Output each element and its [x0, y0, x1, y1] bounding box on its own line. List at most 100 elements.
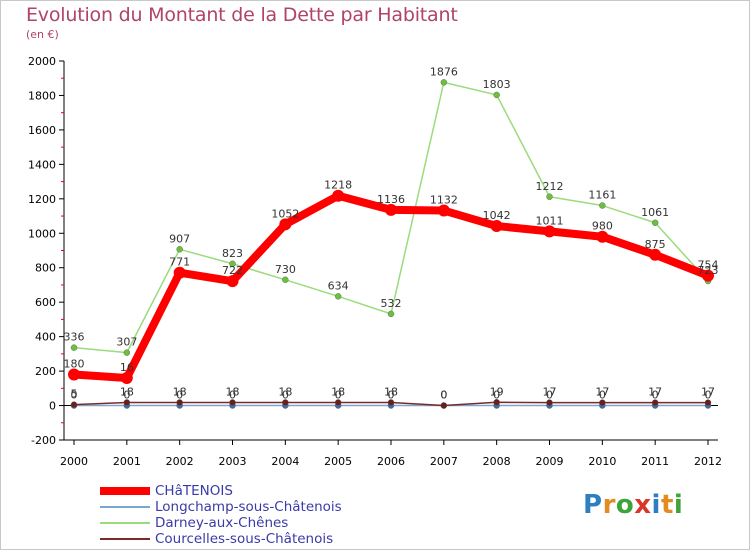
data-label: 16: [120, 361, 134, 374]
data-label: 180: [64, 358, 85, 371]
legend-label: Longchamp-sous-Châtenois: [155, 499, 342, 515]
legend-item: Courcelles-sous-Châtenois: [100, 531, 342, 547]
data-label: 823: [222, 247, 243, 260]
legend-item: CHâTENOIS: [100, 483, 342, 499]
data-point: [490, 220, 503, 233]
legend-swatch: [100, 538, 150, 540]
data-label: 723: [698, 264, 719, 277]
data-label: 532: [381, 297, 402, 310]
logo-letter: i: [673, 490, 684, 520]
data-point: [123, 349, 131, 356]
data-label: 0: [71, 389, 78, 402]
data-point: [176, 399, 183, 406]
legend-label: Courcelles-sous-Châtenois: [155, 531, 334, 547]
legend: CHâTENOIS Longchamp-sous-Châtenois Darney-…: [100, 483, 342, 547]
data-point: [229, 399, 236, 406]
data-label: 0: [440, 389, 447, 402]
logo-letter: x: [634, 490, 652, 520]
data-label: 0: [388, 389, 395, 402]
data-label: 0: [282, 389, 289, 402]
x-tick-label: 2008: [483, 455, 511, 468]
data-point: [334, 293, 342, 300]
series-line: [70, 191, 712, 382]
y-tick-label: 1200: [28, 193, 56, 206]
data-point: [387, 310, 395, 318]
x-tick-label: 2009: [536, 455, 564, 468]
x-tick-label: 2012: [694, 455, 722, 468]
data-label: 0: [546, 389, 553, 402]
data-label: 18: [173, 385, 187, 398]
data-label: 1876: [430, 65, 458, 78]
logo-letter: t: [660, 490, 674, 520]
legend-label: Darney-aux-Chênes: [155, 515, 289, 531]
logo-letter: r: [602, 490, 616, 520]
legend-swatch: [100, 506, 150, 508]
x-tick-label: 2004: [271, 455, 299, 468]
data-label: 18: [226, 385, 240, 398]
y-tick-label: 1800: [28, 89, 56, 102]
data-label: 0: [176, 389, 183, 402]
data-point: [704, 399, 712, 406]
data-label: 0: [440, 389, 447, 402]
data-point: [173, 266, 186, 279]
data-label: 0: [335, 389, 342, 402]
data-label: 1212: [536, 180, 564, 193]
data-point: [70, 401, 78, 408]
data-point: [596, 230, 609, 243]
chart-subtitle: (en €): [26, 28, 59, 41]
chart-plot: -200020040060080010001200140016001800200…: [28, 55, 722, 468]
data-label: 1218: [324, 179, 352, 192]
data-point: [332, 189, 345, 202]
legend-swatch: [100, 487, 150, 495]
data-point: [649, 248, 662, 261]
data-point: [282, 399, 289, 406]
legend-label: CHâTENOIS: [155, 483, 233, 499]
data-label: 1042: [483, 209, 511, 222]
y-tick-label: 200: [35, 365, 56, 378]
y-tick-label: -200: [31, 434, 56, 447]
data-label: 1136: [377, 193, 405, 206]
data-point: [68, 368, 80, 381]
logo-letter: P: [583, 490, 603, 520]
legend-item: Longchamp-sous-Châtenois: [100, 499, 342, 515]
data-label: 1803: [483, 78, 511, 91]
y-tick-label: 1600: [28, 124, 56, 137]
data-label: 0: [123, 389, 130, 402]
data-label: 1052: [271, 207, 299, 220]
data-point: [651, 399, 659, 406]
data-point: [651, 219, 659, 226]
data-label: 0: [705, 389, 712, 402]
data-point: [229, 260, 236, 267]
data-point: [282, 276, 289, 283]
data-point: [123, 399, 131, 406]
data-label: 634: [328, 279, 349, 292]
x-tick-label: 2006: [377, 455, 405, 468]
data-label: 18: [384, 385, 398, 398]
data-point: [226, 275, 239, 288]
legend-item: Darney-aux-Chênes: [100, 515, 342, 531]
data-point: [440, 79, 448, 86]
data-label: 1132: [430, 194, 458, 207]
data-point: [546, 399, 553, 406]
data-label: 18: [278, 385, 292, 398]
data-label: 5: [71, 388, 78, 401]
data-label: 0: [599, 389, 606, 402]
chart-title: Evolution du Montant de la Dette par Hab…: [26, 4, 458, 26]
data-point: [70, 344, 78, 351]
logo-letter: i: [651, 490, 661, 520]
y-tick-label: 600: [35, 296, 56, 309]
data-point: [702, 269, 714, 282]
data-label: 17: [543, 386, 557, 399]
data-label: 0: [652, 389, 659, 402]
data-label: 754: [698, 259, 719, 272]
x-tick-label: 2010: [588, 455, 616, 468]
data-point: [543, 225, 556, 238]
data-label: 980: [592, 220, 613, 233]
data-label: 1011: [536, 214, 564, 227]
data-label: 875: [645, 238, 666, 251]
y-tick-label: 1000: [28, 227, 56, 240]
data-label: 17: [701, 386, 715, 399]
x-tick-label: 2002: [166, 455, 194, 468]
data-label: 1061: [641, 206, 669, 219]
